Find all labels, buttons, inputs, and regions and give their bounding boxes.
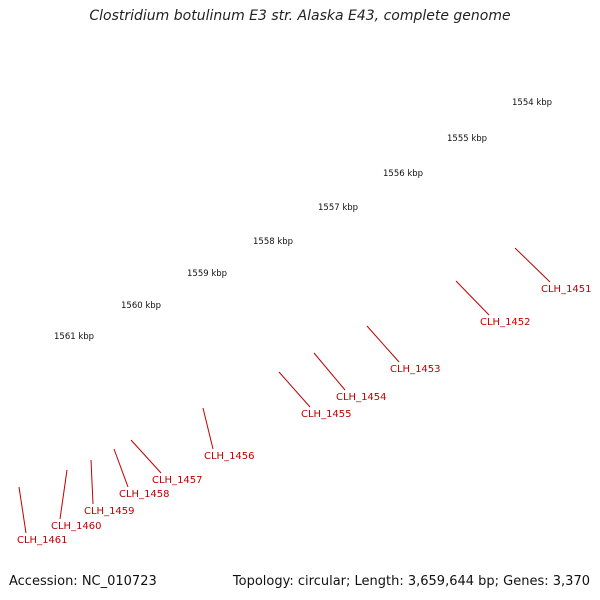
gene-label[interactable]: CLH_1460: [51, 521, 102, 532]
gene-label[interactable]: CLH_1454: [336, 392, 387, 403]
gene-label-leader: [18, 486, 27, 534]
gene-label-leader: [455, 280, 490, 316]
ruler-label: 1555 kbp: [447, 134, 487, 144]
genome-summary-text: Topology: circular; Length: 3,659,644 bp…: [232, 574, 590, 589]
gene-label-leader: [113, 448, 129, 488]
gene-label-leader: [59, 469, 68, 520]
gene-label[interactable]: CLH_1457: [152, 475, 203, 486]
ruler-label: 1561 kbp: [54, 332, 94, 342]
map-title: Clostridium botulinum E3 str. Alaska E43…: [89, 8, 511, 24]
gene-label-leader: [202, 407, 214, 450]
accession-text: Accession: NC_010723: [9, 574, 157, 589]
gene-label[interactable]: CLH_1453: [390, 364, 441, 375]
gene-label[interactable]: CLH_1461: [17, 535, 68, 546]
gene-label[interactable]: CLH_1452: [480, 317, 531, 328]
gene-labels[interactable]: CLH_1451 CLH_1452 CLH_1453 CLH_1454 CLH_1455…: [17, 247, 592, 546]
gene-label-leader: [313, 352, 346, 391]
gene-label-leader: [278, 371, 311, 408]
ruler-label: 1559 kbp: [187, 269, 227, 279]
gene-label-leader: [514, 247, 551, 283]
gene-label-leader: [366, 325, 400, 363]
gene-label[interactable]: CLH_1455: [301, 409, 352, 420]
ruler-label: 1560 kbp: [121, 301, 161, 311]
gene-label-leader: [90, 459, 94, 505]
ruler-labels: 1554 kbp 1555 kbp 1556 kbp 1557 kbp 1558 kbp…: [54, 98, 552, 342]
ruler-label: 1557 kbp: [318, 203, 358, 213]
gene-label[interactable]: CLH_1451: [541, 284, 592, 295]
gene-label[interactable]: CLH_1456: [204, 451, 255, 462]
ruler-label: 1558 kbp: [253, 237, 293, 247]
ruler-label: 1554 kbp: [512, 98, 552, 108]
gene-label-leader: [130, 439, 162, 474]
gene-label[interactable]: CLH_1459: [84, 506, 135, 517]
gene-label[interactable]: CLH_1458: [119, 489, 170, 500]
ruler-label: 1556 kbp: [383, 169, 423, 179]
